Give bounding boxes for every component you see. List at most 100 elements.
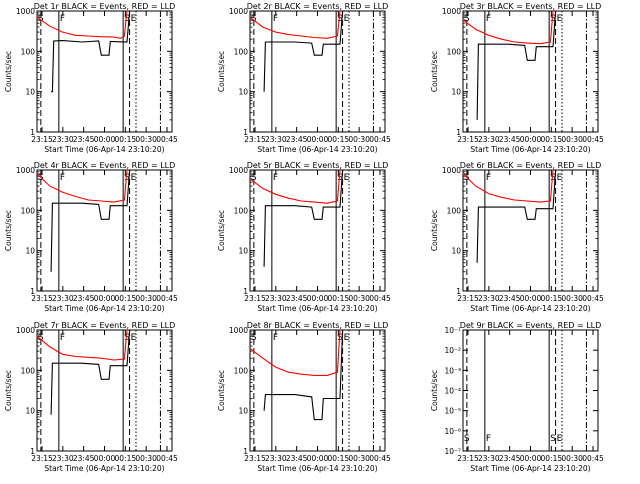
marker-label-s: S	[337, 173, 343, 183]
y-tick-label: 100	[21, 366, 36, 375]
y-tick-label: 1	[456, 287, 461, 296]
x-tick-label: 00:30	[561, 294, 583, 303]
x-tick-label: 00:45	[369, 454, 391, 463]
plot-frame	[249, 169, 386, 292]
marker-label-e: E	[557, 434, 563, 444]
x-tick-label: 23:15	[244, 135, 266, 144]
marker-label-s: S	[251, 333, 257, 343]
panel-det-5: Det 5r BLACK = Events, RED = LLD 1 10 100 10…	[217, 161, 391, 313]
y-axis-label: Counts/sec	[430, 210, 439, 251]
x-tick-label: 00:15	[541, 294, 563, 303]
y-tick-label: 1000	[229, 7, 248, 16]
series-lld-line	[249, 329, 341, 376]
series-lld-line	[36, 169, 128, 203]
y-tick-label: 10⁻²	[444, 346, 461, 355]
panel-title: Det 7r BLACK = Events, RED = LLD	[34, 321, 176, 330]
x-tick-label: 00:45	[369, 294, 391, 303]
x-tick-label: 00:45	[582, 454, 604, 463]
series-lld-line	[36, 329, 128, 361]
x-axis-label: Start Time (06-Apr-14 23:10:20)	[470, 145, 590, 154]
x-axis-label: Start Time (06-Apr-14 23:10:20)	[44, 464, 164, 473]
marker-label-f: F	[273, 173, 278, 183]
marker-label-s: S	[337, 333, 343, 343]
x-tick-label: 23:45	[499, 454, 521, 463]
x-tick-label: 00:30	[561, 454, 583, 463]
marker-label-s: S	[464, 434, 470, 444]
x-tick-label: 00:15	[541, 454, 563, 463]
marker-label-f: F	[486, 173, 491, 183]
x-tick-label: 23:15	[457, 454, 479, 463]
x-tick-label: 23:45	[73, 135, 95, 144]
x-axis-label: Start Time (06-Apr-14 23:10:20)	[257, 304, 377, 313]
y-tick-label: 10	[238, 247, 248, 256]
y-tick-label: 1000	[16, 166, 35, 175]
x-tick-label: 00:00	[520, 454, 542, 463]
x-tick-label: 23:30	[52, 294, 74, 303]
y-tick-label: 10	[451, 247, 461, 256]
y-tick-label: 10⁻⁶	[444, 427, 461, 436]
x-tick-label: 23:15	[457, 294, 479, 303]
y-tick-label: 10⁻¹	[444, 326, 461, 335]
x-tick-label: 00:00	[94, 294, 116, 303]
y-tick-label: 10	[25, 88, 35, 97]
x-tick-label: 00:45	[156, 294, 178, 303]
panel-title: Det 4r BLACK = Events, RED = LLD	[34, 161, 176, 170]
x-tick-label: 00:30	[135, 454, 157, 463]
marker-label-e: E	[557, 173, 563, 183]
x-tick-label: 23:30	[265, 454, 287, 463]
plot-frame	[462, 329, 599, 452]
x-tick-label: 00:15	[115, 294, 137, 303]
x-tick-label: 23:30	[265, 135, 287, 144]
x-tick-label: 23:45	[499, 294, 521, 303]
plot-frame	[462, 169, 599, 292]
plot-frame	[462, 10, 599, 133]
marker-label-e: E	[557, 14, 563, 24]
x-tick-label: 23:30	[478, 135, 500, 144]
x-tick-label: 23:15	[31, 454, 53, 463]
y-tick-label: 1	[30, 287, 35, 296]
series-lld-line	[249, 10, 341, 39]
y-tick-label: 10	[25, 407, 35, 416]
x-tick-label: 00:45	[156, 135, 178, 144]
x-tick-label: 23:30	[478, 294, 500, 303]
y-tick-label: 1000	[442, 166, 461, 175]
x-tick-label: 00:00	[94, 454, 116, 463]
panel-det-9: Det 9r BLACK = Events, RED = LLD 10⁻⁷ 10⁻⁶…	[430, 321, 604, 473]
y-tick-label: 10	[238, 407, 248, 416]
x-tick-label: 23:45	[286, 294, 308, 303]
x-tick-label: 00:30	[348, 294, 370, 303]
x-tick-label: 00:15	[115, 135, 137, 144]
series-events-line	[263, 10, 344, 92]
panel-title: Det 2r BLACK = Events, RED = LLD	[247, 2, 389, 11]
panel-title: Det 6r BLACK = Events, RED = LLD	[460, 161, 602, 170]
marker-label-s: S	[550, 14, 556, 24]
series-events-line	[50, 169, 131, 272]
y-tick-label: 1000	[229, 326, 248, 335]
y-tick-label: 1	[243, 128, 248, 137]
x-tick-label: 00:30	[561, 135, 583, 144]
x-tick-label: 00:30	[348, 135, 370, 144]
x-tick-label: 00:45	[369, 135, 391, 144]
marker-label-f: F	[60, 173, 65, 183]
marker-label-s: S	[124, 333, 130, 343]
plot-frame	[249, 329, 386, 452]
plot-frame	[249, 10, 386, 133]
marker-label-s: S	[550, 434, 556, 444]
series-events-line	[263, 169, 344, 267]
marker-label-f: F	[486, 14, 491, 24]
panel-title: Det 5r BLACK = Events, RED = LLD	[247, 161, 389, 170]
x-tick-label: 00:15	[115, 454, 137, 463]
y-tick-label: 100	[21, 206, 36, 215]
panel-det-7: Det 7r BLACK = Events, RED = LLD 1 10 100 10…	[4, 321, 178, 473]
x-tick-label: 23:45	[286, 135, 308, 144]
x-tick-label: 23:15	[457, 135, 479, 144]
series-lld-line	[249, 169, 341, 204]
marker-label-s: S	[38, 14, 44, 24]
y-tick-label: 1000	[229, 166, 248, 175]
y-axis-label: Counts/sec	[217, 370, 226, 411]
y-tick-label: 100	[234, 47, 249, 56]
series-lld-line	[36, 10, 128, 39]
y-tick-label: 10	[451, 88, 461, 97]
panel-title: Det 8r BLACK = Events, RED = LLD	[247, 321, 389, 330]
